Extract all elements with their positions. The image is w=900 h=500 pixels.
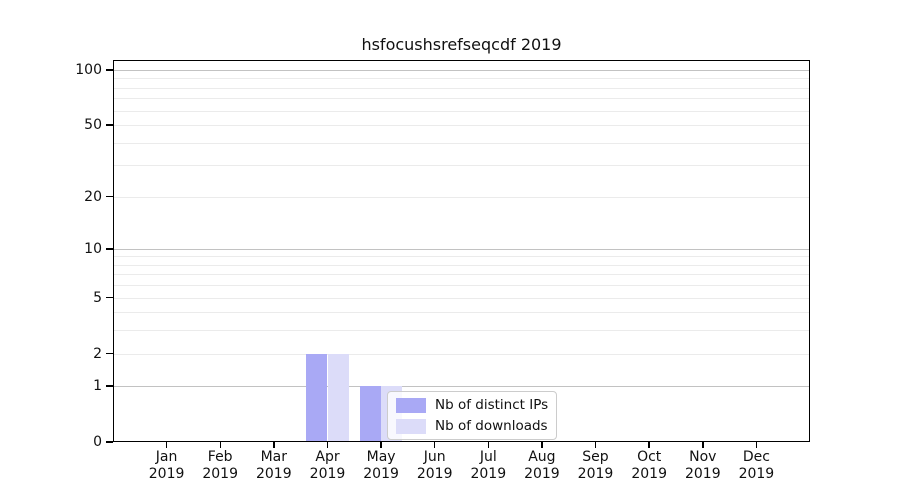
y-axis-tick [106,441,113,443]
x-tick-label: Jun 2019 [416,449,453,482]
x-axis-tick [165,442,168,448]
x-axis-tick [219,442,221,448]
legend-swatch-downloads [396,418,426,434]
x-axis-tick [648,442,650,448]
x-tick-label: May 2019 [363,449,399,482]
legend-swatch-distinct-ips [396,397,426,413]
x-tick-label: Mar 2019 [255,449,292,482]
x-tick-label: Aug 2019 [524,449,560,482]
x-axis-tick [702,442,704,448]
x-tick-label: Jul 2019 [470,449,507,482]
x-axis-tick [755,442,758,448]
y-tick-label: 1 [93,378,102,395]
y-tick-label: 0 [93,434,102,450]
x-axis-tick [594,442,597,448]
legend-label-distinct-ips: Nb of distinct IPs [435,397,549,413]
x-tick-label: Dec 2019 [738,449,775,482]
chart-title: hsfocushsrefseqcdf 2019 [361,35,562,54]
y-tick-label: 5 [93,289,102,306]
x-tick-label: Jan 2019 [148,449,185,482]
y-tick-label: 20 [84,188,102,205]
y-axis-tick [106,248,113,250]
y-axis-tick [106,352,113,355]
y-axis-tick [106,69,113,71]
x-tick-label: Feb 2019 [202,449,238,482]
x-axis-tick [487,442,490,448]
y-tick-label: 100 [75,62,102,78]
x-tick-label: Nov 2019 [684,449,721,482]
legend-label-downloads: Nb of downloads [435,418,548,434]
y-axis-tick [106,195,113,198]
plot-border [113,60,810,442]
y-tick-label: 10 [84,240,102,257]
x-tick-label: Sep 2019 [577,449,614,482]
x-axis-tick [380,442,382,448]
x-axis-tick [541,442,543,448]
legend-item-distinct-ips: Nb of distinct IPs [396,397,548,413]
y-tick-label: 2 [93,345,102,362]
x-tick-label: Oct 2019 [631,449,667,482]
y-axis-tick [106,385,113,387]
y-axis-tick [106,296,113,299]
x-tick-label: Apr 2019 [309,449,346,482]
y-tick-label: 50 [84,117,102,134]
x-axis-tick [326,442,329,448]
y-axis-tick [106,124,113,126]
x-axis-tick [273,442,275,448]
x-axis-tick [433,442,436,448]
plot-area [113,60,810,442]
legend: Nb of distinct IPs Nb of downloads [387,391,558,440]
legend-item-downloads: Nb of downloads [396,418,548,434]
